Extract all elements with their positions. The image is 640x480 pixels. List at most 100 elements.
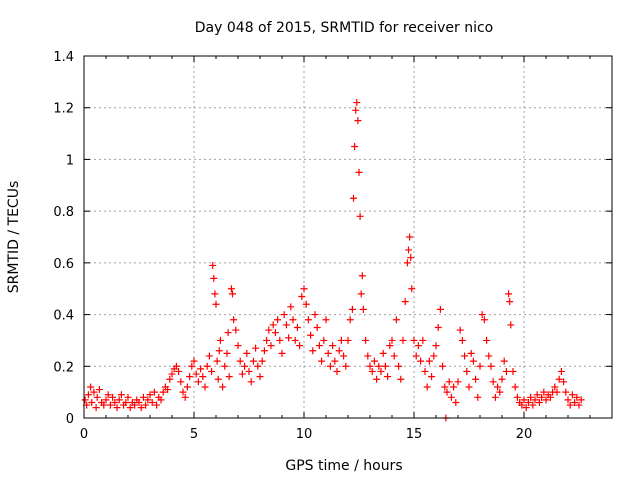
- data-point: [102, 396, 110, 404]
- data-point: [197, 365, 205, 373]
- data-point: [474, 393, 482, 401]
- data-point: [243, 349, 251, 357]
- x-tick-label: 10: [296, 427, 313, 442]
- data-point: [351, 143, 359, 150]
- data-point: [122, 398, 130, 406]
- data-point: [407, 254, 415, 262]
- data-point: [410, 336, 418, 344]
- data-point: [106, 401, 114, 409]
- data-point: [518, 401, 526, 409]
- data-point: [168, 370, 176, 378]
- data-point: [480, 316, 488, 324]
- data-point: [505, 290, 513, 298]
- data-point: [293, 324, 301, 331]
- data-point: [384, 373, 392, 381]
- data-point: [260, 347, 268, 355]
- data-point: [142, 401, 150, 409]
- data-point: [377, 367, 385, 375]
- data-point: [254, 362, 262, 370]
- data-point: [524, 398, 532, 406]
- data-point: [194, 378, 202, 386]
- data-point: [342, 362, 350, 370]
- data-point: [506, 298, 514, 306]
- data-point: [115, 396, 123, 404]
- data-point: [467, 349, 475, 357]
- data-point: [368, 367, 376, 375]
- data-point: [408, 285, 416, 293]
- y-axis-tick-labels: 0 0.2 0.4 0.6 0.8 1 1.2 1.4: [53, 50, 74, 427]
- data-point: [529, 401, 537, 409]
- data-point: [157, 396, 165, 404]
- data-point: [229, 290, 236, 298]
- data-point: [230, 316, 238, 324]
- data-point: [333, 367, 341, 375]
- data-point: [100, 401, 108, 409]
- data-point: [307, 331, 315, 339]
- y-tick-label: 1: [66, 153, 74, 168]
- data-point: [507, 321, 515, 329]
- data-point: [551, 383, 559, 391]
- data-point: [340, 352, 348, 360]
- data-point: [476, 362, 484, 370]
- data-point: [542, 396, 550, 404]
- data-point: [538, 393, 546, 401]
- data-point: [577, 396, 585, 404]
- data-point: [256, 373, 264, 381]
- data-point: [355, 168, 363, 176]
- data-point: [425, 357, 433, 365]
- data-point: [395, 362, 403, 370]
- data-point: [238, 370, 246, 378]
- data-point: [137, 404, 145, 412]
- data-point: [227, 285, 235, 293]
- axis-ticks: [83, 55, 612, 419]
- data-point: [522, 404, 530, 412]
- data-point: [568, 391, 576, 399]
- data-point: [209, 261, 217, 269]
- data-point: [531, 396, 539, 404]
- data-point: [557, 367, 565, 375]
- y-tick-label: 0.6: [53, 257, 74, 272]
- data-point: [450, 383, 458, 391]
- data-point: [439, 362, 447, 370]
- x-tick-label: 0: [80, 427, 88, 442]
- data-point: [553, 388, 561, 396]
- data-point: [419, 336, 427, 344]
- data-point: [535, 398, 543, 406]
- data-point: [313, 324, 321, 331]
- y-tick-label: 0.8: [53, 205, 74, 220]
- data-point: [201, 383, 209, 391]
- data-point: [267, 342, 275, 350]
- data-point: [500, 357, 508, 365]
- data-point: [252, 344, 260, 352]
- data-point: [452, 398, 460, 406]
- data-point: [298, 292, 306, 300]
- data-point: [213, 357, 221, 365]
- data-point: [175, 367, 183, 375]
- data-point: [241, 362, 249, 370]
- data-point: [359, 305, 367, 313]
- data-point: [263, 336, 271, 344]
- plot-frame: [83, 55, 613, 419]
- data-point: [164, 386, 172, 394]
- data-point: [278, 349, 286, 357]
- data-point: [291, 336, 299, 344]
- data-point: [472, 375, 480, 383]
- data-point: [318, 357, 326, 365]
- data-point: [179, 388, 187, 396]
- data-point: [109, 393, 117, 401]
- data-point: [432, 342, 440, 350]
- data-point: [388, 336, 396, 344]
- data-point: [219, 383, 227, 391]
- data-point: [181, 393, 189, 401]
- data-point: [93, 393, 101, 401]
- data-point: [414, 342, 422, 350]
- data-point: [354, 117, 362, 125]
- data-point: [249, 357, 257, 365]
- data-point: [540, 388, 548, 396]
- data-point: [269, 321, 277, 329]
- data-point: [320, 336, 328, 344]
- data-point: [265, 326, 273, 334]
- data-point: [456, 326, 464, 334]
- data-point: [454, 378, 462, 386]
- data-point: [183, 383, 191, 391]
